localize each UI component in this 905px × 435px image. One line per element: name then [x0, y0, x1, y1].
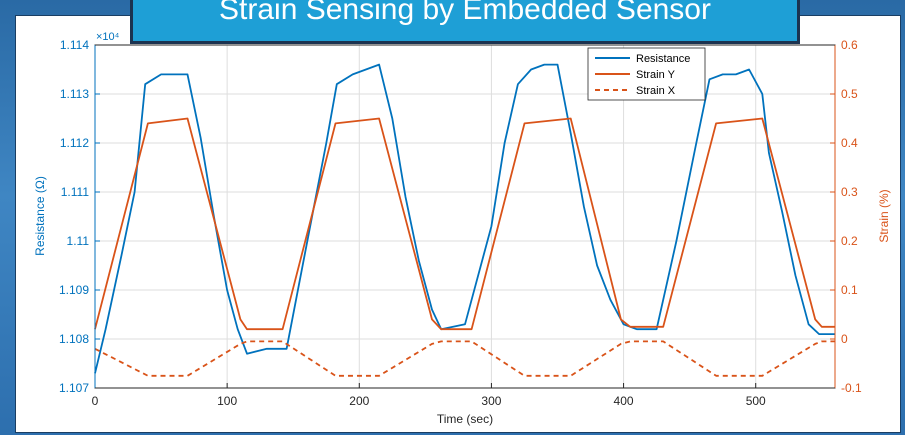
y-left-tick-label: 1.108: [59, 332, 89, 346]
plot-area: [94, 44, 836, 389]
chart-title-text: Strain Sensing by Embedded Sensor: [219, 0, 711, 26]
y-right-tick-label: 0.2: [841, 234, 858, 248]
y-axis-right-label: Strain (%): [877, 189, 891, 242]
y-left-tick-label: 1.113: [60, 87, 89, 101]
y-right-tick-label: 0.5: [841, 87, 858, 101]
y-right-tick-label: 0.6: [841, 38, 858, 52]
y-left-tick-label: 1.114: [60, 38, 89, 52]
x-tick-label: 0: [92, 394, 99, 408]
y-left-tick-label: 1.107: [59, 381, 89, 395]
x-tick-label: 100: [217, 394, 237, 408]
y-axis-left-exponent: ×10⁴: [96, 31, 120, 43]
y-right-tick-label: 0.3: [841, 185, 858, 199]
y-left-tick-label: 1.109: [59, 283, 89, 297]
x-axis-label: Time (sec): [437, 412, 493, 426]
y-right-tick-label: 0.4: [841, 136, 858, 150]
y-axis-left-label: Resistance (Ω): [33, 176, 47, 256]
legend-label-strain-x: Strain X: [636, 85, 676, 97]
y-right-tick-label: -0.1: [841, 381, 862, 395]
x-tick-label: 300: [481, 394, 501, 408]
series-line-strain-y: [94, 117, 835, 331]
legend-label-strain-y: Strain Y: [636, 69, 676, 81]
y-right-tick-label: 0: [841, 332, 848, 346]
chart-title: Strain Sensing by Embedded Sensor: [130, 0, 800, 44]
x-tick-label: 500: [746, 394, 766, 408]
series-lines: [94, 63, 835, 377]
series-line-strain-x: [94, 340, 835, 377]
axes: 0 100 200 300 400 500 1.107 1.108 1.109 1.11 1.111…: [59, 38, 862, 408]
y-left-tick-label: 1.11: [67, 234, 90, 248]
y-left-tick-label: 1.112: [60, 136, 89, 150]
x-tick-label: 400: [614, 394, 634, 408]
legend: Resistance Strain Y Strain X: [587, 47, 706, 101]
y-left-tick-label: 1.111: [61, 185, 90, 199]
series-line-resistance: [94, 63, 835, 374]
legend-label-resistance: Resistance: [636, 53, 690, 65]
y-right-tick-label: 0.1: [841, 283, 858, 297]
x-tick-label: 200: [349, 394, 369, 408]
